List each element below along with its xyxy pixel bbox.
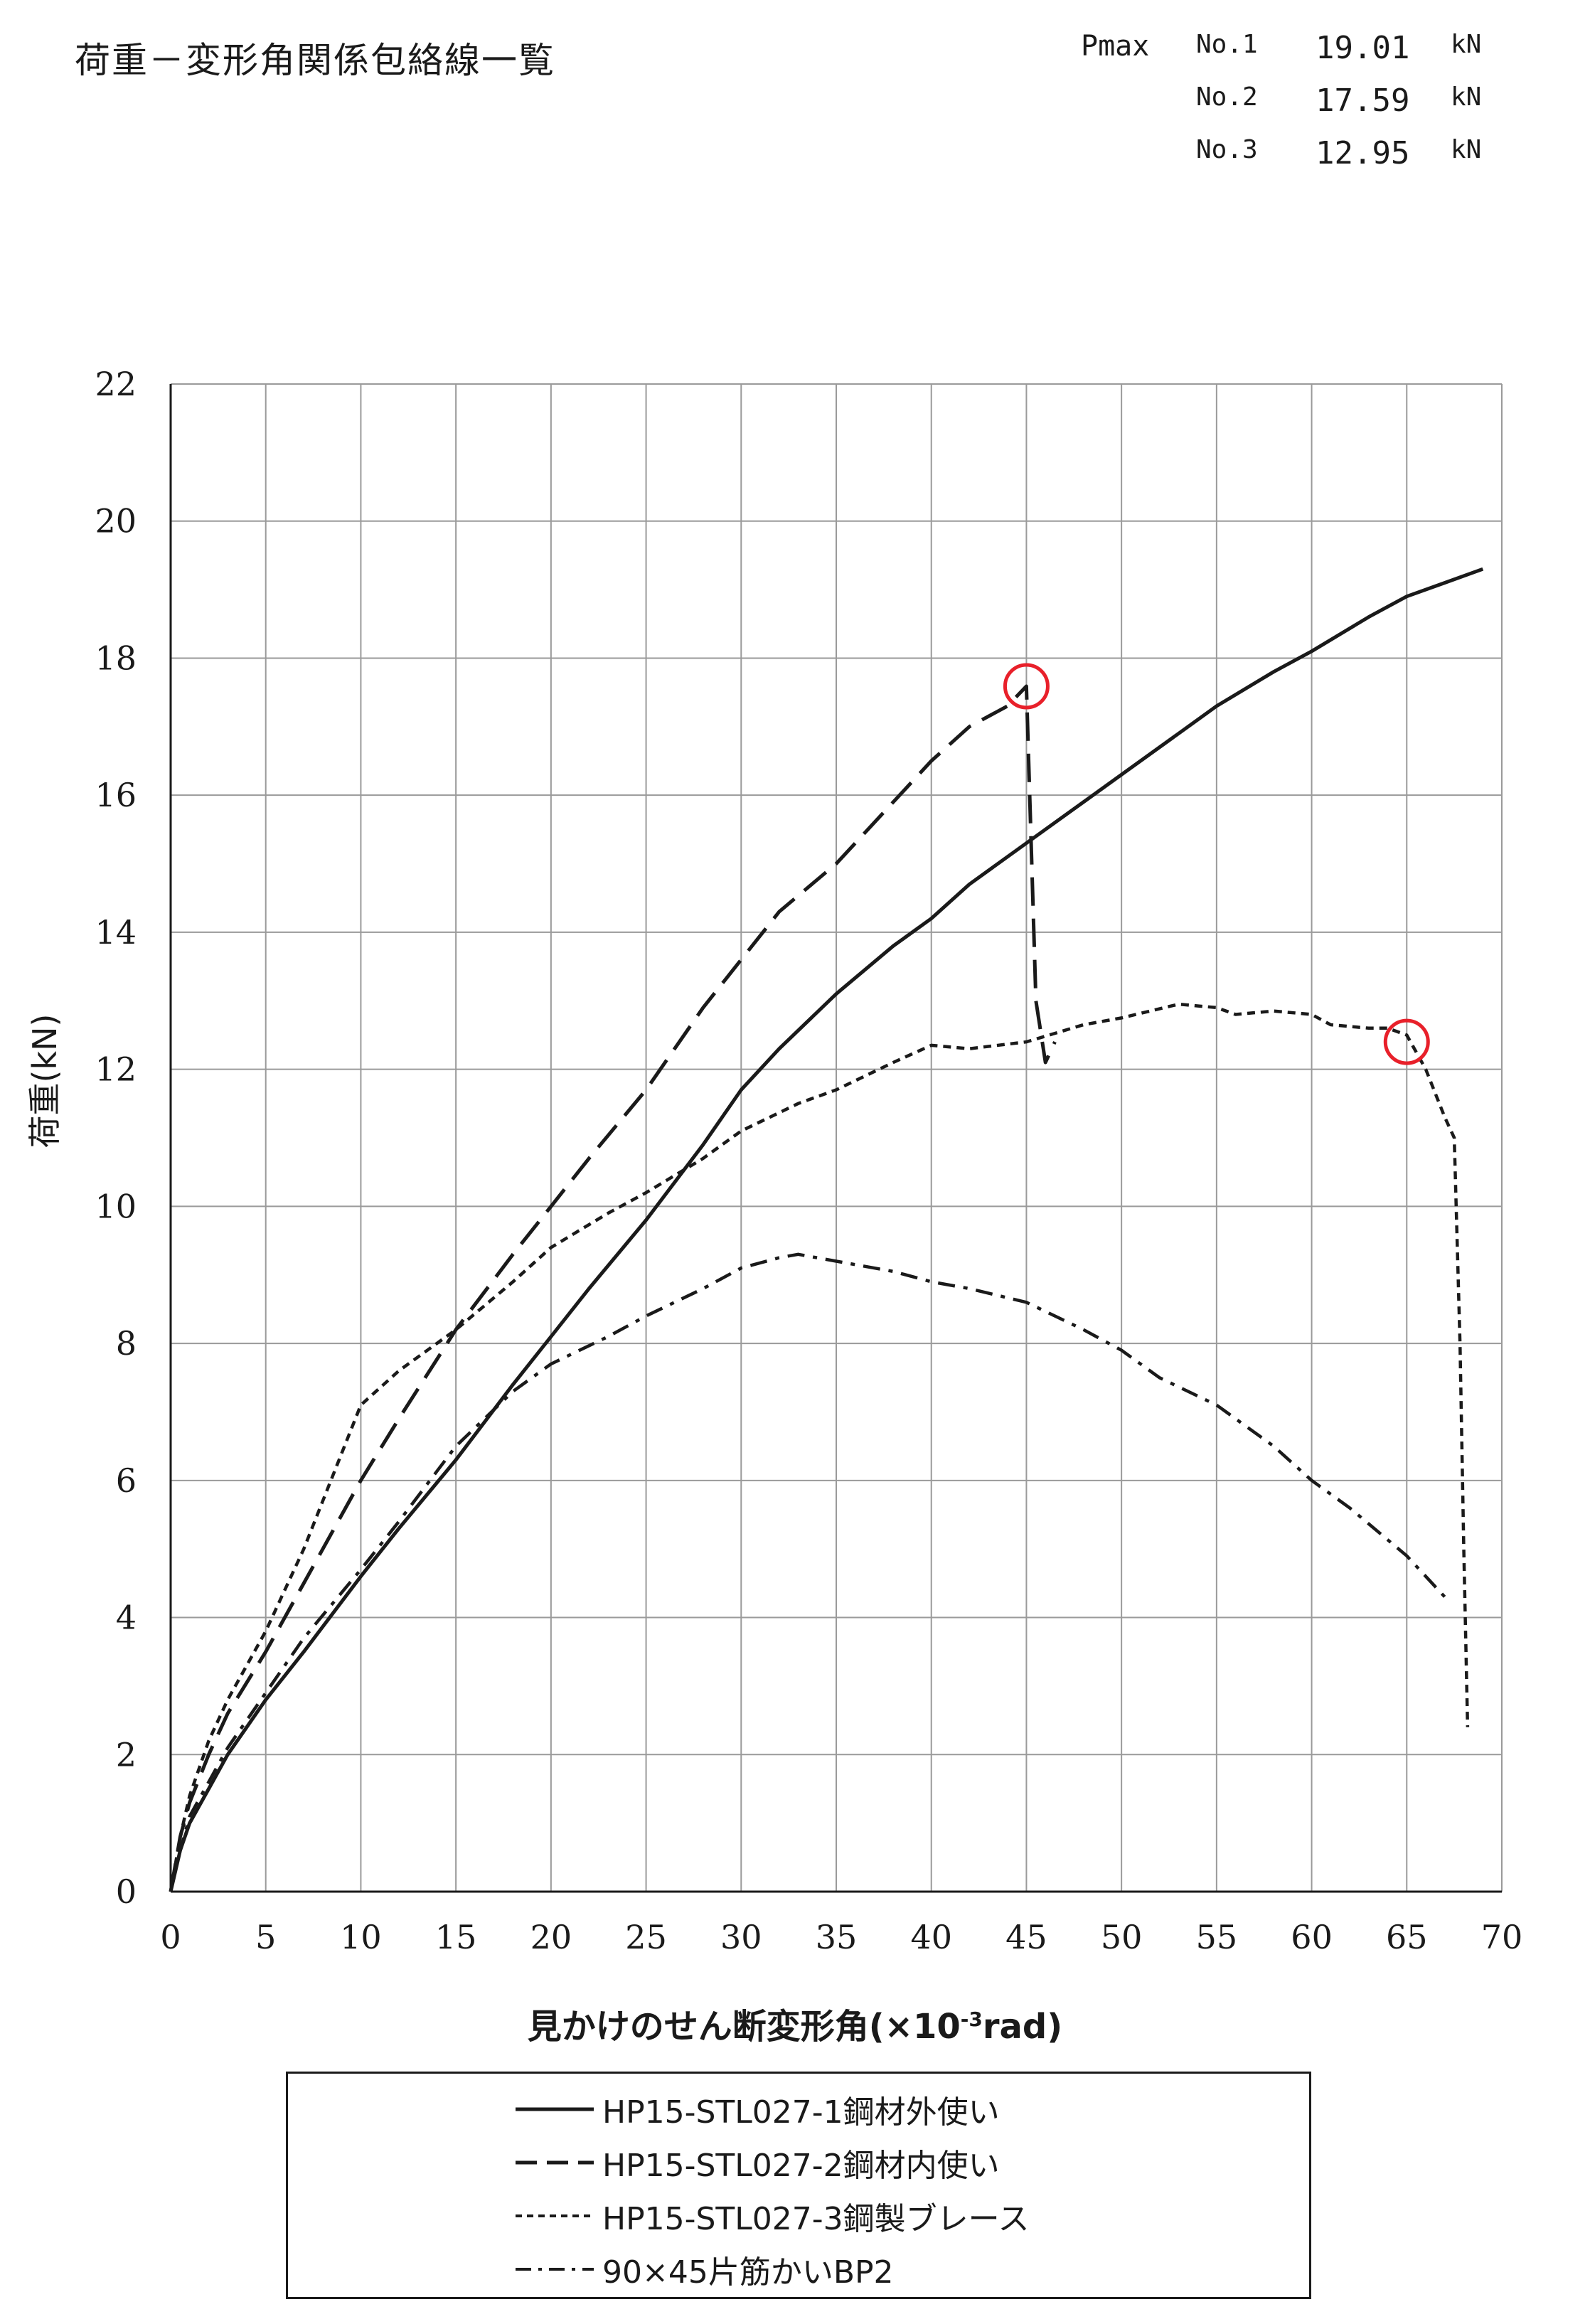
chart-legend: HP15-STL027-1鋼材外使い HP15-STL027-2鋼材内使い HP… xyxy=(286,2072,1311,2299)
legend-item: HP15-STL027-3鋼製ブレース xyxy=(516,2195,1029,2237)
x-tick-label: 35 xyxy=(816,1918,858,1956)
x-axis-label-unit: rad) xyxy=(982,2007,1063,2047)
y-tick-label: 0 xyxy=(116,1872,137,1911)
pmax-value: 12.95 xyxy=(1316,135,1410,171)
series-line-2 xyxy=(169,684,1057,1892)
pmax-label: Pmax xyxy=(1081,30,1150,63)
pmax-unit: kN xyxy=(1451,82,1482,112)
x-axis-label-exponent: -3 xyxy=(960,2008,983,2031)
pmax-unit: kN xyxy=(1451,30,1482,59)
pmax-no: No.1 xyxy=(1196,30,1258,59)
y-tick-label: 20 xyxy=(95,502,137,540)
legend-label: HP15-STL027-1鋼材外使い xyxy=(602,2094,1000,2131)
x-tick-label: 10 xyxy=(340,1918,382,1956)
pmax-no: No.2 xyxy=(1196,82,1258,112)
series-line-3 xyxy=(169,1002,1470,1892)
x-tick-label: 65 xyxy=(1386,1918,1428,1956)
y-tick-label: 18 xyxy=(95,639,137,677)
legend-swatch-dotted xyxy=(516,2214,594,2217)
series-line-4 xyxy=(169,1252,1446,1892)
pmax-no: No.3 xyxy=(1196,135,1258,164)
legend-item: HP15-STL027-2鋼材内使い xyxy=(516,2141,1000,2184)
legend-item: HP15-STL027-1鋼材外使い xyxy=(516,2088,1000,2131)
x-tick-label: 60 xyxy=(1291,1918,1333,1956)
legend-label: 90×45片筋かいBP2 xyxy=(602,2254,894,2291)
legend-label: HP15-STL027-3鋼製ブレース xyxy=(602,2201,1030,2237)
pmax-value: 19.01 xyxy=(1316,30,1410,66)
pmax-marker-circle xyxy=(1003,663,1050,710)
x-axis-label: 見かけのせん断変形角(×10-3rad) xyxy=(0,1998,1590,2048)
pmax-unit: kN xyxy=(1451,135,1482,164)
legend-item: 90×45片筋かいBP2 xyxy=(516,2248,894,2291)
y-axis-label: 荷重(kN) xyxy=(26,1013,64,1148)
x-tick-label: 70 xyxy=(1481,1918,1523,1956)
y-tick-label: 16 xyxy=(95,776,137,814)
legend-swatch-dashed xyxy=(516,2160,594,2165)
x-tick-label: 30 xyxy=(720,1918,762,1956)
y-tick-label: 4 xyxy=(116,1599,137,1637)
series-line-1 xyxy=(169,567,1484,1892)
y-tick-label: 6 xyxy=(116,1461,137,1500)
y-tick-label: 12 xyxy=(95,1050,137,1089)
page-title: 荷重－変形角関係包絡線一覧 xyxy=(75,40,555,81)
pmax-value: 17.59 xyxy=(1316,82,1410,119)
y-tick-label: 22 xyxy=(95,365,137,403)
x-tick-label: 45 xyxy=(1005,1918,1047,1956)
y-tick-label: 2 xyxy=(116,1735,137,1774)
x-tick-label: 0 xyxy=(160,1918,181,1956)
x-tick-label: 40 xyxy=(910,1918,952,1956)
x-tick-label: 50 xyxy=(1101,1918,1143,1956)
y-tick-label: 10 xyxy=(95,1187,137,1225)
x-tick-label: 20 xyxy=(530,1918,572,1956)
pmax-marker-circle xyxy=(1383,1018,1430,1065)
y-tick-label: 14 xyxy=(95,913,137,952)
y-tick-label: 8 xyxy=(116,1324,137,1363)
x-axis-label-main: 見かけのせん断変形角(×10 xyxy=(527,2007,961,2047)
x-tick-label: 5 xyxy=(255,1918,276,1956)
legend-label: HP15-STL027-2鋼材内使い xyxy=(602,2148,1000,2184)
x-tick-label: 25 xyxy=(625,1918,667,1956)
x-tick-label: 15 xyxy=(435,1918,477,1956)
x-tick-label: 55 xyxy=(1196,1918,1238,1956)
legend-swatch-dashdot xyxy=(516,2268,594,2271)
legend-swatch-solid xyxy=(516,2107,594,2111)
